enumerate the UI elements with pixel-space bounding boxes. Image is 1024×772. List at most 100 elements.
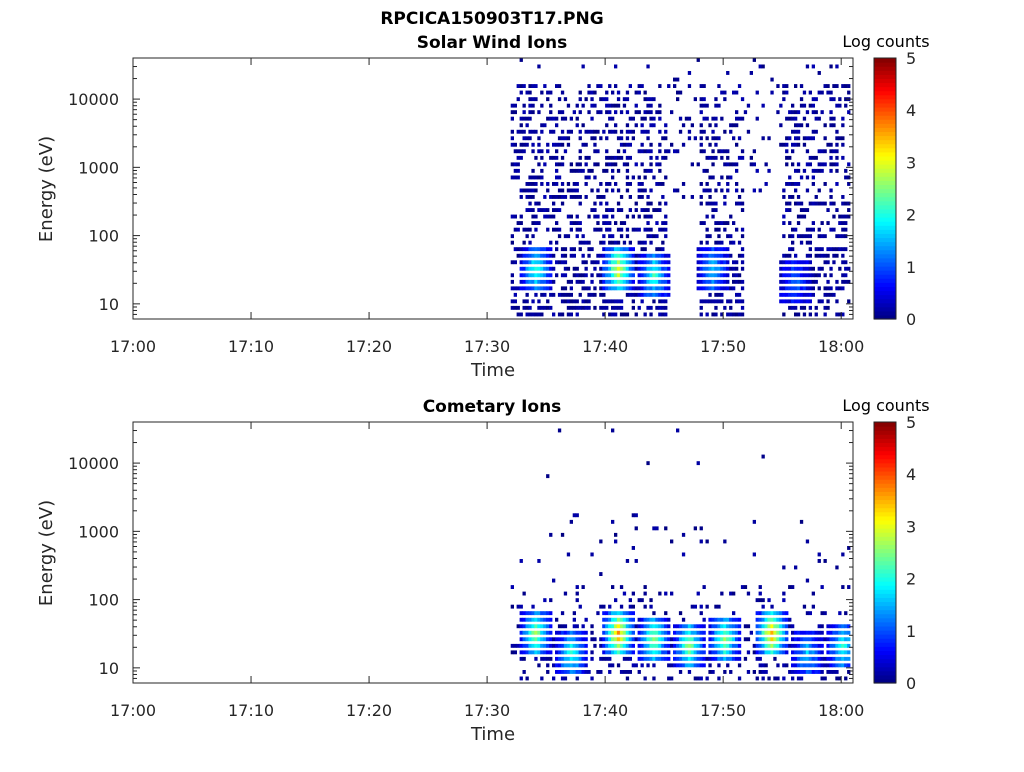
heatmap-cell xyxy=(581,643,585,648)
heatmap-cell xyxy=(788,624,792,629)
heatmap-cell xyxy=(776,643,780,648)
heatmap-cell xyxy=(611,519,615,524)
heatmap-cell xyxy=(761,136,765,141)
heatmap-cell xyxy=(578,168,582,173)
heatmap-cell xyxy=(835,312,839,317)
heatmap-cell xyxy=(794,129,798,134)
heatmap-cell xyxy=(711,247,715,252)
heatmap-cell xyxy=(628,240,632,245)
heatmap-cell xyxy=(510,643,514,648)
heatmap-cell xyxy=(581,663,585,668)
heatmap-cell xyxy=(522,617,526,622)
heatmap-cell xyxy=(805,64,810,69)
heatmap-cell xyxy=(794,650,798,655)
heatmap-cell xyxy=(702,116,706,121)
heatmap-cell xyxy=(844,650,848,655)
heatmap-cell xyxy=(758,188,762,193)
heatmap-cell xyxy=(572,637,576,642)
heatmap-cell xyxy=(593,260,597,265)
heatmap-cell xyxy=(708,637,712,642)
heatmap-cell xyxy=(805,136,810,141)
heatmap-cell xyxy=(581,656,585,661)
heatmap-cell xyxy=(737,201,742,206)
heatmap-cell xyxy=(519,58,523,62)
heatmap-cell xyxy=(832,84,836,88)
heatmap-cell xyxy=(687,136,692,141)
heatmap-cell xyxy=(693,637,697,642)
heatmap-cell xyxy=(534,253,538,258)
heatmap-cell xyxy=(820,234,824,239)
heatmap-cell xyxy=(732,650,736,655)
heatmap-cell xyxy=(732,162,736,167)
heatmap-cell xyxy=(563,670,568,674)
heatmap-cell xyxy=(696,663,700,668)
x-tick-label: 17:20 xyxy=(346,337,392,356)
heatmap-cell xyxy=(625,676,630,681)
heatmap-cell xyxy=(743,656,748,661)
heatmap-cell xyxy=(755,168,759,173)
heatmap-cell xyxy=(537,136,541,141)
heatmap-cell xyxy=(631,273,635,278)
heatmap-cell xyxy=(602,630,606,635)
heatmap-cell xyxy=(560,273,565,278)
heatmap-cell xyxy=(593,208,597,212)
heatmap-cell xyxy=(785,637,789,642)
heatmap-cell xyxy=(546,611,550,616)
heatmap-cell xyxy=(584,663,588,668)
heatmap-cell xyxy=(740,201,745,206)
heatmap-cell xyxy=(578,670,582,674)
heatmap-cell xyxy=(563,624,568,629)
heatmap-cell xyxy=(575,656,579,661)
heatmap-cell xyxy=(664,611,668,616)
heatmap-cell xyxy=(820,670,824,674)
heatmap-cell xyxy=(658,168,662,173)
heatmap-cell xyxy=(590,637,594,642)
heatmap-cell xyxy=(796,129,801,134)
heatmap-cell xyxy=(619,305,624,310)
heatmap-cell xyxy=(796,637,801,642)
heatmap-cell xyxy=(714,103,718,108)
heatmap-cell xyxy=(696,260,700,265)
heatmap-cell xyxy=(720,155,724,160)
heatmap-cell xyxy=(708,123,712,128)
heatmap-cell xyxy=(531,617,535,622)
heatmap-cell xyxy=(823,253,827,258)
panel-title: Cometary Ions xyxy=(423,397,562,417)
colorbar-segment xyxy=(874,487,896,492)
heatmap-cell xyxy=(516,624,520,629)
heatmap-cell xyxy=(540,208,544,212)
heatmap-cell xyxy=(605,299,609,304)
y-tick-label: 1000 xyxy=(78,158,119,177)
heatmap-cell xyxy=(826,305,830,310)
heatmap-cell xyxy=(513,650,517,655)
heatmap-cell xyxy=(534,624,538,629)
heatmap-cell xyxy=(841,552,845,557)
heatmap-cell xyxy=(540,266,544,271)
heatmap-cell xyxy=(625,227,630,232)
heatmap-cell xyxy=(758,611,762,616)
heatmap-cell xyxy=(563,591,568,596)
heatmap-cell xyxy=(549,110,553,115)
heatmap-cell xyxy=(575,670,579,674)
heatmap-cell xyxy=(531,266,535,271)
heatmap-cell xyxy=(755,656,759,661)
heatmap-cell xyxy=(814,630,818,635)
heatmap-cell xyxy=(593,286,597,291)
heatmap-cell xyxy=(658,266,662,271)
heatmap-cell xyxy=(817,201,821,206)
heatmap-cell xyxy=(711,260,715,265)
heatmap-cell xyxy=(841,273,845,278)
heatmap-cell xyxy=(796,201,801,206)
heatmap-cell xyxy=(531,221,535,225)
heatmap-cell xyxy=(655,182,659,186)
heatmap-cell xyxy=(687,84,692,88)
heatmap-cell xyxy=(664,155,668,160)
heatmap-cell xyxy=(723,253,727,258)
colorbar-segment xyxy=(874,548,896,554)
heatmap-cell xyxy=(841,227,845,232)
heatmap-cell xyxy=(525,195,529,199)
heatmap-cell xyxy=(528,643,532,648)
heatmap-cell xyxy=(714,650,718,655)
heatmap-cell xyxy=(796,162,801,167)
heatmap-cell xyxy=(799,201,804,206)
